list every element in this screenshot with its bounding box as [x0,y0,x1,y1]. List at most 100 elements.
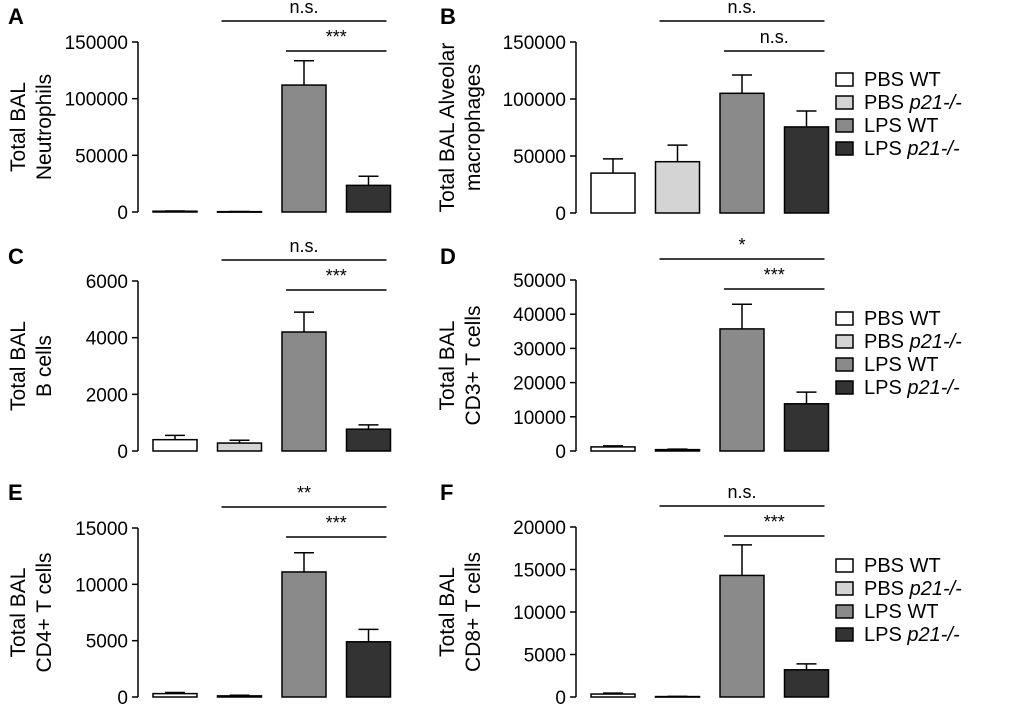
y-axis-label: B cells [33,335,56,397]
y-axis-label: CD8+ T cells [462,552,485,672]
panel-letter: C [8,244,24,269]
legend-genotype: WT [907,601,938,623]
bar [152,692,198,698]
y-tick-label: 50000 [75,146,128,167]
legend-prefix: LPS [864,601,907,623]
bar [783,669,830,698]
bar [719,574,765,698]
legend-swatch [835,604,854,619]
legend-prefix: LPS [864,624,907,646]
bar [654,160,701,214]
y-tick-label: 50000 [513,271,566,292]
y-tick-label: 0 [555,442,566,463]
legend-swatch [835,357,854,372]
y-tick-label: 5000 [86,632,128,653]
legend-prefix: LPS [864,377,907,399]
y-axis-label: CD4+ T cells [33,552,56,672]
y-tick-label: 0 [555,688,566,709]
panel-c: C Total BAL B cells 0 2000 4000 6000 n.s. *** [7,236,392,463]
legend-prefix: LPS [864,138,907,160]
legend-genotype: WT [910,69,941,91]
legend-prefix: LPS [864,115,907,137]
significance-label: *** [326,513,347,533]
significance-label: n.s. [289,0,318,17]
y-tick-label: 40000 [513,305,566,326]
y-axis-label: Total BAL [7,321,30,411]
significance-label: ** [297,483,311,503]
legend-entry: PBS p21-/- [864,92,962,114]
bar [152,210,198,213]
y-tick-label: 4000 [86,329,128,350]
legend-swatch [835,311,854,326]
legend-genotype: WT [907,115,938,137]
legend-entry: PBS WT [864,555,941,577]
significance-label: n.s. [727,0,756,17]
legend-swatch [835,95,854,110]
legend-prefix: PBS [864,92,910,114]
panel-letter: D [440,244,456,269]
legend-entry: LPS WT [864,601,938,623]
bar [216,695,263,698]
legend-entry: PBS p21-/- [864,578,962,600]
y-tick-label: 150000 [65,33,128,54]
bar [281,84,327,213]
y-axis-label: Total BAL [7,82,30,172]
legend-entry: PBS WT [864,69,941,91]
bar [783,126,830,214]
bar [783,403,830,452]
y-tick-label: 2000 [86,385,128,406]
legend-swatch [835,581,854,596]
y-tick-label: 15000 [75,519,128,540]
y-tick-label: 6000 [86,272,128,293]
y-axis-label: Total BAL Alveolar [436,43,459,213]
legend-genotype: WT [910,555,941,577]
panel-letter: F [440,480,453,505]
legend-genotype: WT [907,354,938,376]
y-tick-label: 50000 [513,147,566,168]
significance-label: n.s. [727,482,756,502]
panel-f: F Total BAL CD8+ T cells 0 5000 10000 15000 200… [436,480,830,709]
panel-letter: E [8,480,23,505]
bar [654,448,701,452]
y-tick-label: 20000 [513,518,566,539]
legend-genotype: WT [910,308,941,330]
y-tick-label: 150000 [503,33,566,54]
y-axis-label: CD3+ T cells [462,305,485,425]
y-tick-label: 20000 [513,374,566,395]
y-axis-label: Total BAL [436,321,459,411]
y-tick-label: 100000 [65,90,128,111]
bar [590,446,636,452]
legend-entry: LPS WT [864,115,938,137]
legend-genotype: p21-/- [906,377,960,399]
bar [590,172,636,214]
legend-genotype: p21-/- [909,331,963,353]
y-tick-label: 10000 [513,408,566,429]
legend-swatch [835,627,854,642]
legend-entry: LPS p21-/- [864,377,960,399]
bar [345,184,392,213]
y-tick-label: 0 [555,204,566,225]
legend-genotype: p21-/- [906,624,960,646]
legend-genotype: p21-/- [909,92,963,114]
y-tick-label: 15000 [513,561,566,582]
significance-label: *** [326,27,347,47]
legend-genotype: p21-/- [906,138,960,160]
significance-label: *** [764,265,785,285]
legend-swatch [835,334,854,349]
bar [654,695,701,698]
bar [216,210,263,213]
y-axis-label: macrophages [462,64,485,191]
legend-swatch [835,380,854,395]
legend-entry: LPS WT [864,354,938,376]
y-tick-label: 0 [117,203,128,224]
y-axis-label: Total BAL [436,567,459,657]
y-tick-label: 100000 [503,90,566,111]
legend-prefix: PBS [864,69,910,91]
bar [719,92,765,214]
significance-label: *** [764,512,785,532]
significance-label: * [738,235,745,255]
bar [345,428,392,452]
